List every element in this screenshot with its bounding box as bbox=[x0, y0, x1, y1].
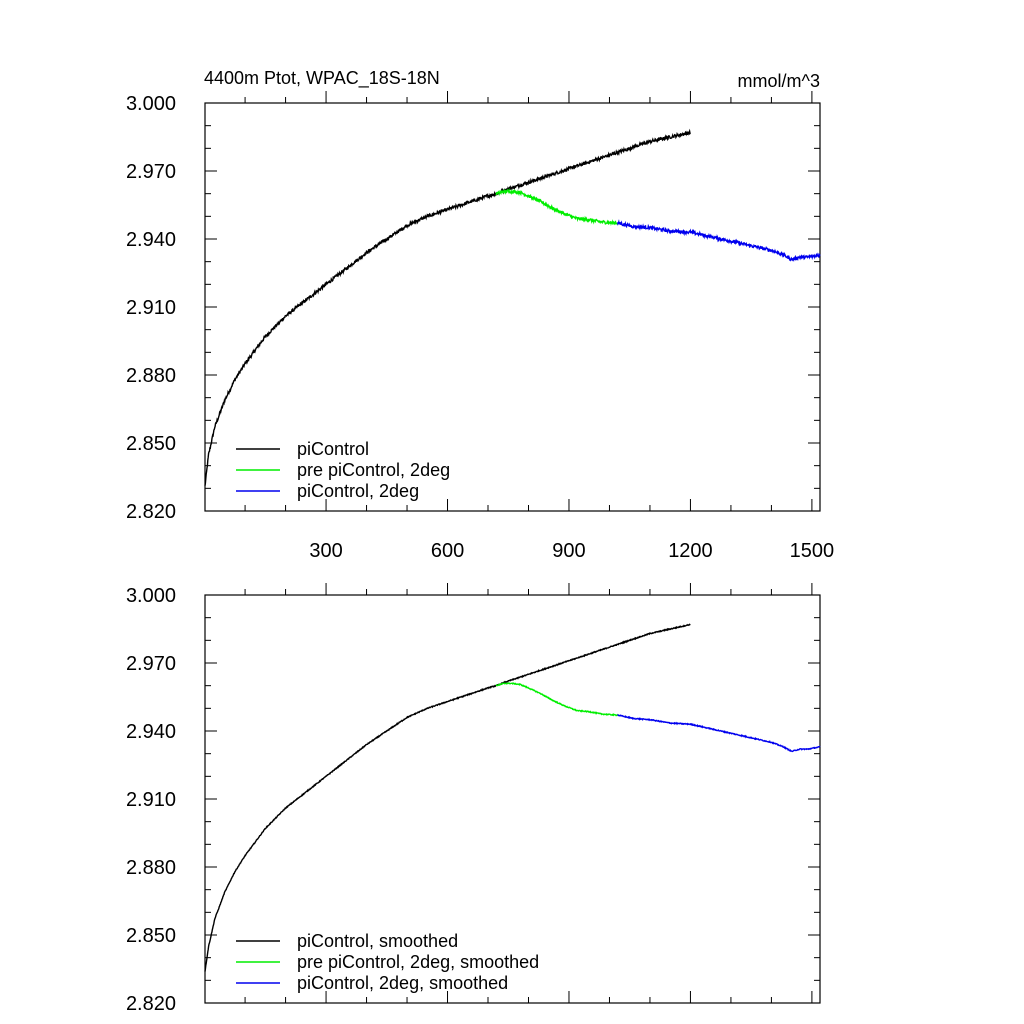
series-line-3 bbox=[617, 714, 821, 753]
x-tick-label: 600 bbox=[431, 540, 464, 562]
y-tick-label: 2.940 bbox=[126, 721, 176, 743]
series-line-2 bbox=[495, 187, 618, 227]
legend-label: piControl, smoothed bbox=[297, 931, 458, 951]
series-line-2 bbox=[495, 682, 619, 717]
y-tick-label: 2.820 bbox=[126, 501, 176, 523]
legend-label: piControl, 2deg bbox=[297, 481, 419, 501]
legend-label: pre piControl, 2deg bbox=[297, 460, 450, 480]
panel-1-plot: 2.820 2.850 2.880 2.910 2.940 2.970 3.000 300 60… bbox=[126, 91, 834, 562]
y-tick-label: 2.880 bbox=[126, 857, 176, 879]
y-tick-label: 2.850 bbox=[126, 925, 176, 947]
y-tick-label: 2.970 bbox=[126, 653, 176, 675]
y-tick-label: 3.000 bbox=[126, 585, 176, 607]
panel-2-plot: 2.820 2.850 2.880 2.910 2.940 2.970 3.000 piCon… bbox=[126, 583, 821, 1015]
series-line-1 bbox=[204, 128, 691, 486]
legend-label: piControl bbox=[297, 439, 369, 459]
legend-label: pre piControl, 2deg, smoothed bbox=[297, 952, 539, 972]
y-tick-label: 2.820 bbox=[126, 993, 176, 1015]
panel-1-title: 4400m Ptot, WPAC_18S-18N bbox=[204, 68, 440, 89]
y-tick-label: 2.880 bbox=[126, 365, 176, 387]
x-tick-label: 300 bbox=[309, 540, 342, 562]
y-tick-label: 2.970 bbox=[126, 161, 176, 183]
x-tick-label: 1200 bbox=[668, 540, 713, 562]
panel-1-units: mmol/m^3 bbox=[738, 71, 820, 91]
x-tick-label: 1500 bbox=[790, 540, 835, 562]
series-line-3 bbox=[616, 219, 821, 263]
y-tick-label: 2.910 bbox=[126, 789, 176, 811]
y-tick-label: 2.850 bbox=[126, 433, 176, 455]
legend-label: piControl, 2deg, smoothed bbox=[297, 973, 508, 993]
y-tick-label: 3.000 bbox=[126, 93, 176, 115]
y-tick-label: 2.940 bbox=[126, 229, 176, 251]
x-tick-label: 900 bbox=[552, 540, 585, 562]
y-tick-label: 2.910 bbox=[126, 297, 176, 319]
series-line-1 bbox=[204, 623, 691, 972]
